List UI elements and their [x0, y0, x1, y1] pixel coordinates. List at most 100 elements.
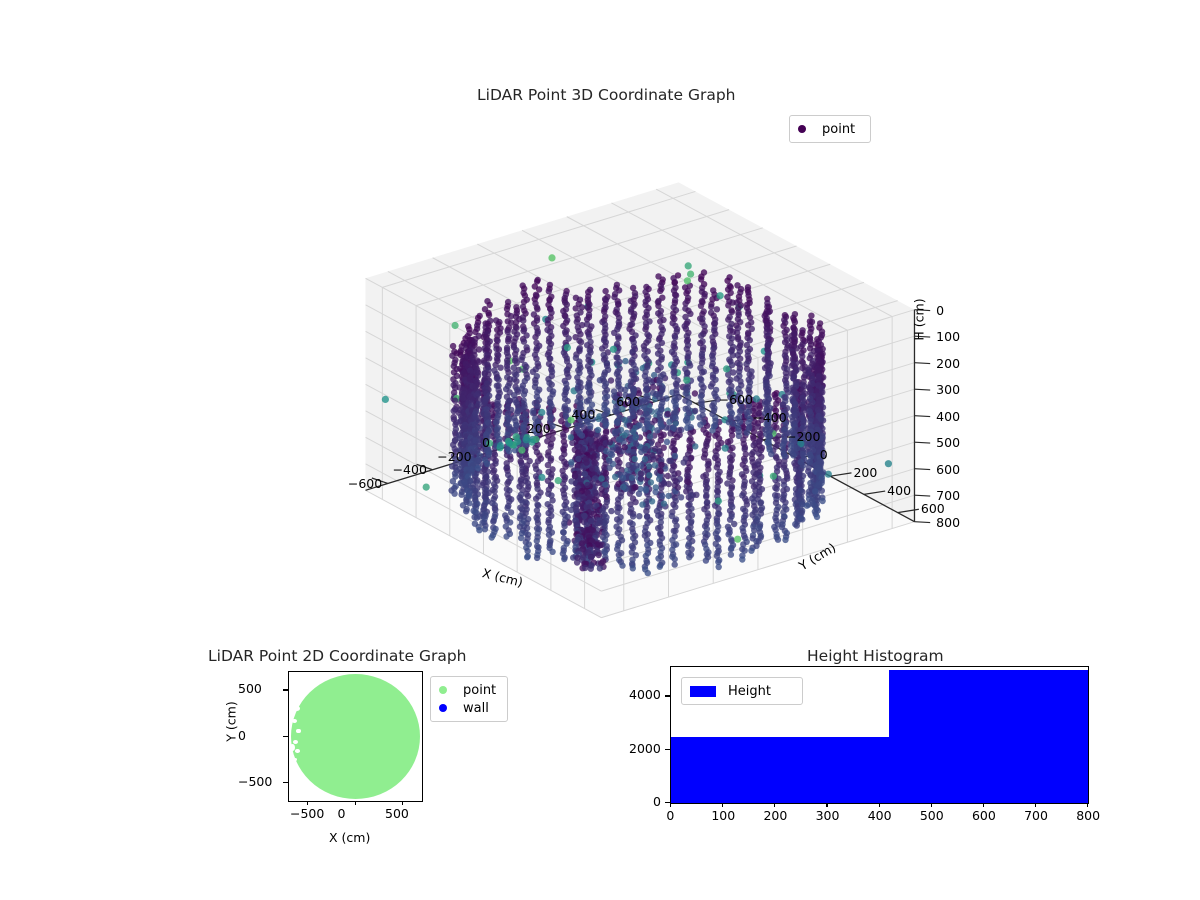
data-point	[472, 504, 480, 511]
data-point	[792, 501, 799, 508]
data-point	[465, 383, 472, 390]
data-point	[765, 395, 772, 402]
data-point	[575, 300, 582, 308]
data-point	[734, 282, 741, 289]
data-point	[709, 352, 716, 359]
data-point	[560, 544, 567, 552]
data-point	[817, 358, 824, 365]
data-point	[817, 364, 825, 371]
data-point	[808, 452, 815, 459]
data-point	[641, 404, 648, 411]
data-point	[810, 456, 817, 464]
pane-top	[365, 182, 915, 406]
data-point	[645, 472, 652, 479]
plot-height-histogram[interactable]	[670, 666, 1089, 804]
data-point	[758, 504, 766, 512]
data-point	[578, 304, 586, 311]
data-point	[546, 406, 553, 414]
data-point	[568, 459, 575, 466]
data-point	[578, 526, 585, 534]
data-point	[585, 540, 593, 547]
data-point	[494, 406, 501, 413]
data-point	[773, 531, 780, 538]
data-point	[512, 313, 520, 320]
data-point	[645, 441, 652, 448]
data-point	[799, 341, 806, 348]
data-point	[791, 405, 798, 412]
data-point	[637, 475, 645, 482]
data-point	[561, 297, 568, 304]
data-point	[749, 455, 756, 462]
data-point	[467, 386, 475, 394]
data-point	[463, 341, 470, 348]
plot-2d-scatter[interactable]	[288, 671, 423, 802]
data-point	[482, 494, 489, 501]
data-point	[585, 509, 593, 516]
data-point	[629, 348, 636, 355]
data-point	[749, 459, 756, 466]
data-point	[561, 395, 569, 403]
data-point	[583, 316, 591, 323]
data-point	[475, 358, 482, 366]
data-point	[773, 495, 780, 503]
data-point	[790, 373, 798, 380]
data-point	[573, 439, 581, 447]
data-point	[627, 509, 634, 516]
data-point	[583, 462, 590, 469]
data-point	[640, 414, 647, 421]
data-point	[817, 399, 824, 406]
data-point	[644, 385, 652, 392]
data-point	[726, 282, 733, 290]
data-point	[474, 500, 481, 507]
data-point	[795, 419, 802, 426]
data-point	[692, 443, 699, 450]
data-point	[709, 296, 716, 303]
data-point	[643, 467, 650, 474]
data-point	[623, 429, 630, 436]
data-point	[641, 563, 649, 570]
tick-label-y-2d: −500	[238, 773, 273, 789]
data-point	[461, 440, 469, 447]
data-point	[471, 341, 478, 349]
data-point	[580, 458, 587, 465]
data-point	[481, 489, 489, 497]
data-point	[576, 347, 583, 355]
data-point	[632, 369, 640, 376]
data-point	[789, 348, 796, 356]
data-point	[574, 316, 581, 323]
data-point	[462, 481, 469, 488]
data-point	[643, 283, 650, 291]
data-point	[561, 344, 568, 351]
data-point	[587, 527, 594, 534]
data-point	[455, 432, 463, 439]
data-point	[573, 522, 580, 529]
data-point	[581, 436, 588, 444]
data-point	[584, 302, 592, 310]
data-point	[689, 537, 696, 545]
data-point	[482, 347, 489, 354]
data-point	[657, 451, 664, 458]
data-point	[756, 529, 764, 536]
data-point	[729, 352, 736, 359]
data-point	[802, 367, 809, 374]
data-point	[812, 503, 819, 510]
data-point	[614, 508, 621, 516]
data-point	[698, 400, 705, 407]
data-point	[534, 511, 542, 518]
data-point	[457, 435, 464, 442]
data-point	[670, 462, 677, 469]
data-point	[577, 478, 585, 486]
data-point	[572, 543, 579, 551]
data-point	[627, 441, 634, 449]
tick-y-3d	[863, 490, 886, 495]
data-point	[589, 450, 596, 457]
data-point	[685, 478, 692, 486]
data-point	[771, 472, 779, 480]
data-point	[473, 433, 480, 440]
data-point	[683, 320, 690, 327]
data-point	[814, 464, 822, 472]
data-point	[671, 413, 679, 420]
data-point	[599, 517, 606, 524]
data-point	[464, 333, 471, 340]
data-point	[630, 451, 637, 458]
